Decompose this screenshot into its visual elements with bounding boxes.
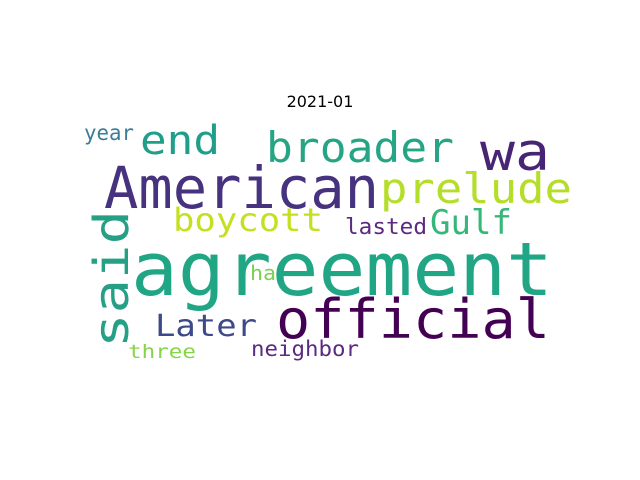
word-later: Later <box>155 309 257 344</box>
word-agreement: agreement <box>131 227 553 313</box>
word-end: end <box>140 118 220 164</box>
figure-title: 2021-01 <box>286 92 354 111</box>
word-american: American <box>104 154 379 222</box>
word-prelude: prelude <box>380 164 572 213</box>
word-ha: ha <box>250 261 276 285</box>
word-broader: broader <box>266 123 454 172</box>
word-boycott: boycott <box>173 201 323 239</box>
word-gulf: Gulf <box>430 203 512 243</box>
word-wa: wa <box>480 123 550 183</box>
word-three: three <box>128 341 196 363</box>
word-neighbor: neighbor <box>251 337 359 361</box>
word-year: year <box>84 121 134 145</box>
word-said: said <box>84 210 140 348</box>
word-official: official <box>276 288 550 351</box>
word-lasted: lasted <box>345 215 427 240</box>
